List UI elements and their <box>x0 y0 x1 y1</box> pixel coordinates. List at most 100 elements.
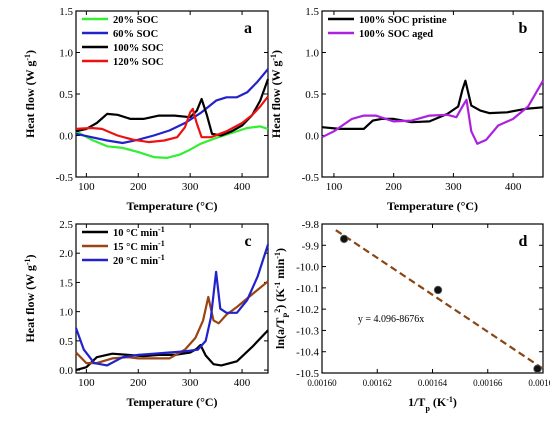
label-part: 100% SOC aged <box>359 29 433 40</box>
x-axis-title: Temperature (°C) <box>126 395 217 409</box>
label-part: 120% SOC <box>113 57 163 68</box>
label-part: -1 <box>273 282 282 289</box>
plot-frame <box>75 10 269 178</box>
x-tick-label: 200 <box>130 377 147 389</box>
y-tick-label: 1.5 <box>59 6 73 18</box>
label-part: 1/T <box>408 395 425 409</box>
y-axis-title: ln(a/TP2) (K-1 min-1) <box>273 248 291 349</box>
label-part: -1 <box>158 225 165 234</box>
panel-c: 100 200 300 400 0.0 0.5 1.0 1.5 2.0 2.5 c Temperatu… <box>23 219 270 409</box>
legend-label: 20% SOC <box>113 15 158 26</box>
y-axis-title: Heat flow (W g-1) <box>23 50 38 138</box>
series-line <box>321 80 544 145</box>
label-part: ) <box>273 248 287 252</box>
label-part: -1 <box>23 54 32 61</box>
label-part: ) <box>269 50 283 54</box>
y-tick-label: 1.5 <box>59 277 73 289</box>
label-part: -1 <box>158 239 165 248</box>
y-tick-label: 0.0 <box>305 131 319 143</box>
panel-b: 100 200 300 400 -0.5 0.0 0.5 1.0 1.5 b Temperature… <box>269 6 544 213</box>
x-tick-label: 400 <box>505 181 522 193</box>
y-tick-label: -9.9 <box>302 240 320 252</box>
x-tick-label: 0.00164 <box>418 378 448 388</box>
label-part: min <box>273 258 287 281</box>
y-tick-label: 0.0 <box>59 131 73 143</box>
y-tick-label: -0.5 <box>56 172 74 184</box>
label-part: Heat flow (W g <box>23 265 37 342</box>
y-tick-label: 0.5 <box>305 89 319 101</box>
x-tick-label: 300 <box>182 377 199 389</box>
y-tick-label: -10.3 <box>296 325 319 337</box>
x-tick-label: 0.00162 <box>363 378 392 388</box>
series-line <box>75 95 269 144</box>
legend-label: 60% SOC <box>113 29 158 40</box>
label-part: ) <box>23 50 37 54</box>
y-axis-title: Heat flow (W g-1) <box>269 50 284 138</box>
label-part: ) <box>453 395 457 409</box>
y-tick-label: -10.1 <box>296 283 319 295</box>
fit-line <box>335 229 544 370</box>
data-point <box>339 234 349 244</box>
legend-label: 100% SOC pristine <box>359 15 447 26</box>
label-part: ln(a/T <box>273 318 287 349</box>
fit-equation: y = 4.096-8676x <box>358 314 424 325</box>
label-part: -1 <box>269 54 278 61</box>
legend-label: 20 °C min-1 <box>113 253 165 268</box>
label-part: -1 <box>446 395 453 404</box>
x-tick-label: 0.00166 <box>473 378 503 388</box>
series-line <box>75 329 269 372</box>
label-part: -1 <box>273 252 282 259</box>
y-tick-label: 0.0 <box>59 365 73 377</box>
series-line <box>74 244 270 367</box>
data-point <box>433 285 443 295</box>
series-line <box>321 79 544 130</box>
x-axis-title: Temperature (°C) <box>126 199 217 213</box>
panel-letter: d <box>519 233 528 250</box>
y-tick-label: -10.5 <box>296 368 319 380</box>
x-tick-label: 0.00168 <box>528 378 550 388</box>
legend-label: 10 °C min-1 <box>113 225 165 240</box>
label-part: 20 °C min <box>113 256 158 267</box>
label-part: 100% SOC pristine <box>359 15 447 26</box>
panel-a: 100 200 300 400 -0.5 0.0 0.5 1.0 1.5 a Temperature… <box>23 6 270 213</box>
y-tick-label: 1.0 <box>59 48 73 60</box>
label-part: 15 °C min <box>113 242 158 253</box>
x-tick-label: 0.00160 <box>307 378 337 388</box>
y-tick-label: 2.5 <box>59 219 73 231</box>
series-line <box>75 68 269 145</box>
label-part: (K <box>430 395 447 409</box>
y-tick-label: -10.2 <box>296 304 319 316</box>
label-part: Heat flow (W g <box>269 61 283 138</box>
x-tick-label: 400 <box>234 181 251 193</box>
plot-frame <box>321 223 544 374</box>
label-part: -1 <box>158 253 165 262</box>
y-tick-label: 1.5 <box>305 6 319 18</box>
panel-d: 0.00160 0.00162 0.00164 0.00166 0.00168 -9.8 -… <box>273 219 550 413</box>
label-part: -1 <box>23 258 32 265</box>
label-part: Heat flow (W g <box>23 61 37 138</box>
x-tick-label: 300 <box>182 181 199 193</box>
series-line <box>75 125 269 159</box>
y-tick-label: 0.5 <box>59 336 73 348</box>
y-tick-label: 1.0 <box>305 48 319 60</box>
legend-label: 120% SOC <box>113 57 163 68</box>
label-part: 60% SOC <box>113 29 158 40</box>
y-tick-label: -0.5 <box>302 172 320 184</box>
y-tick-label: -9.8 <box>302 219 320 231</box>
y-tick-label: 0.5 <box>59 89 73 101</box>
y-tick-label: 1.0 <box>59 307 73 319</box>
label-part: p <box>425 404 430 413</box>
label-part: P <box>282 313 291 318</box>
label-part: 100% SOC <box>113 43 163 54</box>
label-part: ) (K <box>273 288 287 309</box>
x-axis-title: 1/Tp (K-1) <box>408 395 457 413</box>
label-part: 20% SOC <box>113 15 158 26</box>
x-tick-label: 200 <box>385 181 402 193</box>
x-tick-label: 100 <box>78 377 95 389</box>
y-axis-title: Heat flow (W g-1) <box>23 254 38 342</box>
plot-frame <box>75 223 269 374</box>
x-tick-label: 100 <box>78 181 95 193</box>
x-tick-label: 400 <box>234 377 251 389</box>
legend-label: 15 °C min-1 <box>113 239 165 254</box>
